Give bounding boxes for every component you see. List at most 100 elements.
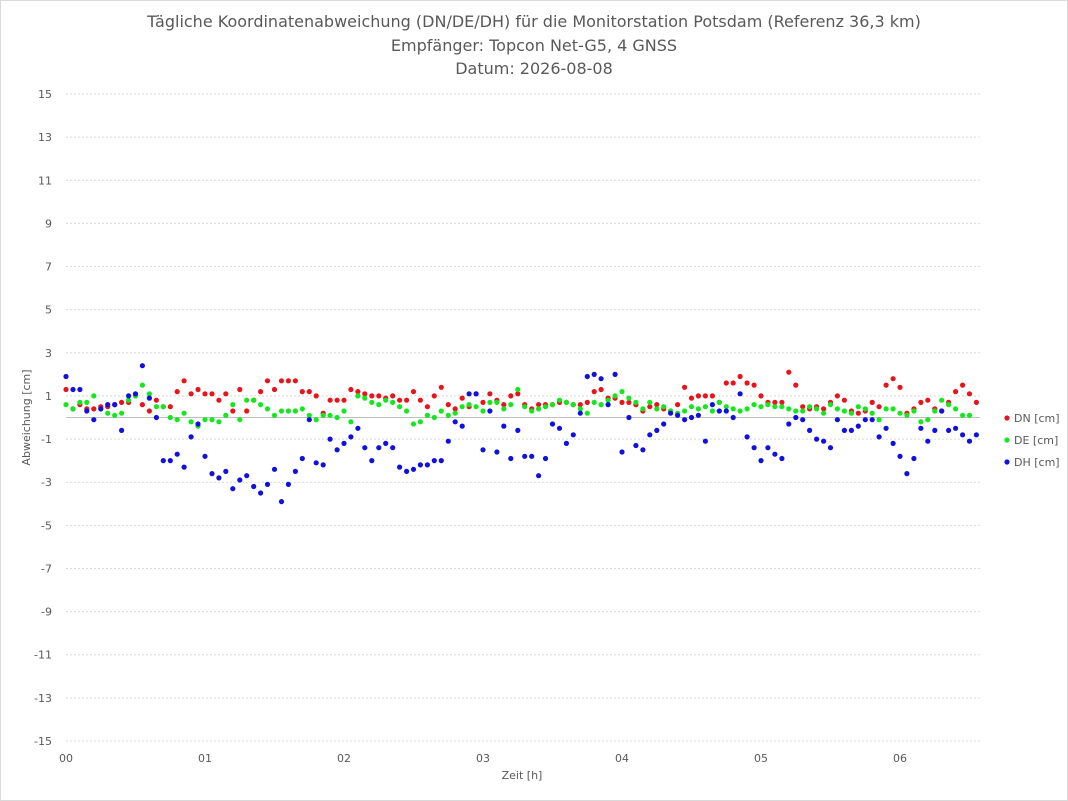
data-point (737, 408, 743, 414)
y-tick-label: -1 (41, 433, 52, 446)
data-point (737, 373, 743, 380)
data-point (404, 397, 410, 403)
data-point (487, 408, 493, 414)
data-point (369, 458, 375, 464)
data-point (480, 408, 486, 414)
data-point (862, 406, 868, 412)
data-point (153, 404, 159, 410)
data-point (730, 406, 736, 412)
data-point (869, 410, 875, 416)
data-point (654, 427, 660, 433)
data-point (63, 402, 69, 408)
data-point (501, 423, 507, 429)
data-point (695, 406, 702, 412)
data-point (751, 402, 757, 408)
data-point (167, 414, 173, 421)
data-point (758, 458, 764, 464)
data-point (209, 391, 215, 397)
data-point (112, 402, 118, 408)
data-point (647, 432, 653, 438)
data-point (570, 432, 576, 438)
data-point (424, 404, 430, 410)
data-point (105, 402, 111, 408)
data-point (800, 408, 806, 414)
data-point (973, 399, 980, 405)
data-point (702, 438, 709, 444)
chart-title: Tägliche Koordinatenabweichung (DN/DE/DH… (147, 12, 921, 31)
data-point (341, 440, 347, 446)
data-point (549, 402, 556, 408)
data-point (417, 462, 423, 468)
data-point (369, 393, 375, 399)
data-point (438, 408, 444, 414)
data-point (709, 393, 716, 399)
x-axis-title: Zeit [h] (502, 769, 543, 782)
data-point (362, 391, 368, 397)
data-point (723, 408, 729, 414)
data-point (167, 404, 173, 410)
data-point (966, 412, 973, 418)
data-point (70, 406, 76, 412)
data-point (786, 369, 792, 375)
y-axis-title: Abweichung [cm] (20, 369, 33, 465)
legend-label: DN [cm] (1014, 412, 1060, 425)
data-point (661, 404, 667, 410)
data-point (925, 397, 931, 403)
data-point (508, 393, 514, 399)
data-point (695, 393, 702, 399)
data-point (209, 417, 215, 423)
data-point (536, 402, 542, 408)
data-point (431, 414, 437, 421)
data-point (195, 421, 201, 427)
data-point (362, 445, 368, 451)
data-point (487, 399, 493, 405)
data-point (334, 397, 340, 403)
data-point (723, 404, 729, 410)
data-point (807, 404, 813, 410)
data-point (216, 397, 222, 403)
data-point (654, 406, 660, 412)
data-point (459, 395, 465, 401)
data-point (702, 404, 709, 410)
data-point (153, 414, 159, 421)
data-point (98, 406, 104, 412)
data-point (848, 427, 855, 433)
data-point (119, 399, 125, 405)
data-point (529, 408, 535, 414)
data-point (765, 402, 771, 408)
data-point (779, 404, 785, 410)
data-point (223, 412, 229, 418)
data-point (84, 408, 90, 414)
data-point (237, 417, 243, 423)
data-point (480, 399, 486, 405)
data-point (598, 386, 604, 393)
data-point (869, 417, 875, 423)
data-point (404, 408, 410, 414)
data-point (626, 414, 632, 421)
data-point (542, 404, 549, 410)
data-point (612, 371, 618, 377)
data-point (459, 423, 465, 429)
data-point (181, 464, 187, 470)
data-point (292, 408, 298, 414)
data-point (390, 399, 396, 405)
data-point (508, 402, 514, 408)
data-point (918, 399, 924, 405)
data-point (438, 384, 444, 390)
data-point (390, 393, 396, 399)
data-point (647, 399, 653, 405)
data-point (682, 384, 688, 390)
data-point (146, 395, 152, 401)
data-point (515, 391, 521, 397)
data-point (918, 425, 924, 431)
data-point (174, 451, 180, 457)
data-point (619, 449, 625, 455)
data-point (730, 380, 736, 386)
data-point (397, 464, 403, 470)
data-point (904, 471, 910, 477)
data-point (292, 468, 298, 474)
data-point (953, 406, 959, 412)
data-point (862, 417, 868, 423)
data-point (675, 402, 681, 408)
data-point (925, 438, 931, 444)
